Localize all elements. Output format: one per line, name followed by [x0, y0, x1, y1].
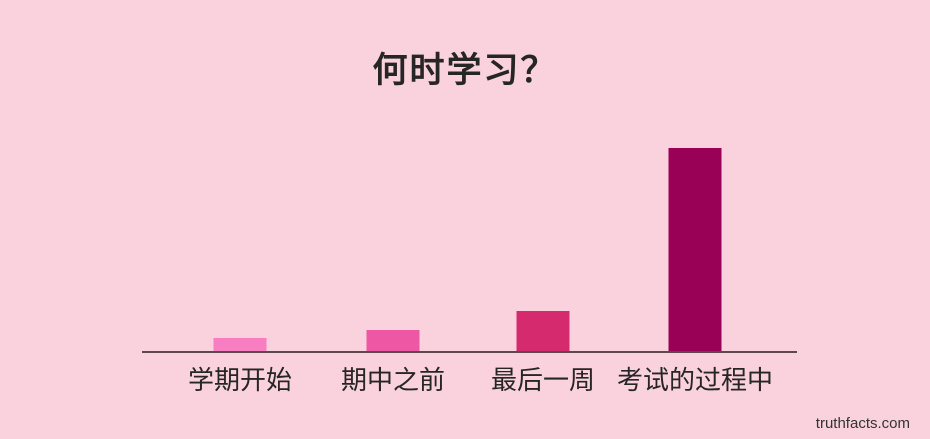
x-axis-line: [142, 351, 797, 353]
category-label-during-exam: 考试的过程中: [616, 365, 774, 395]
category-label-before-midterms: 期中之前: [340, 365, 446, 395]
bar-last-week: [516, 311, 570, 352]
watermark-text: truthfacts.com: [815, 415, 910, 432]
bar-during-exam: [668, 148, 722, 352]
bar-start-of-semester: [213, 338, 267, 352]
chart-title: 何时学习？: [372, 51, 558, 90]
category-label-last-week: 最后一周: [490, 365, 596, 395]
category-label-start-of-semester: 学期开始: [187, 365, 293, 395]
bar-before-midterms: [366, 330, 420, 352]
